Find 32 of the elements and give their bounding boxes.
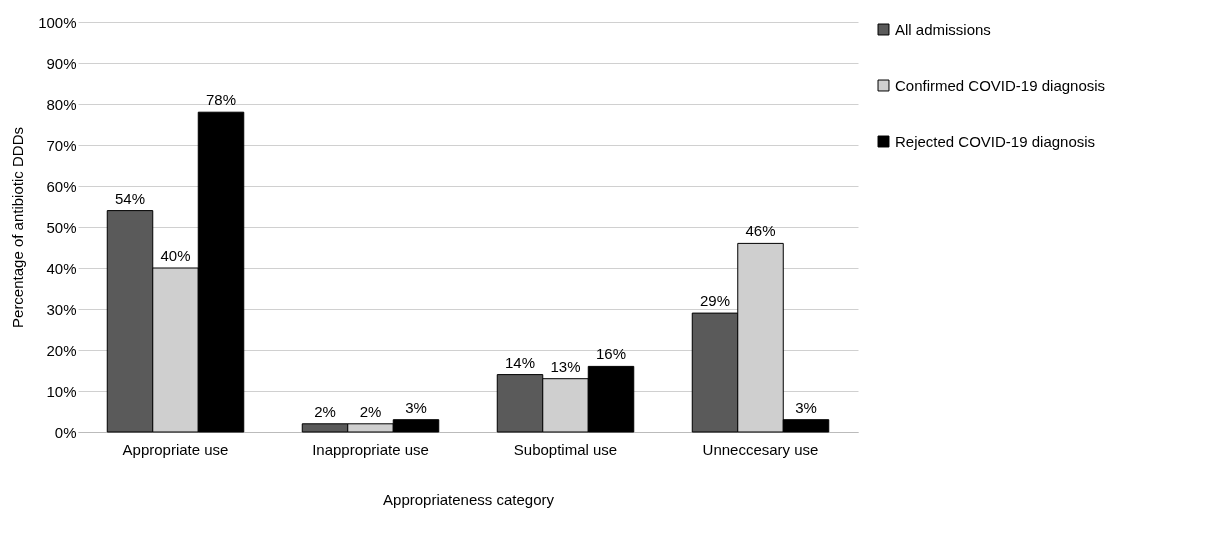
- x-axis-title: Appropriateness category: [383, 490, 555, 508]
- y-tick-label: 100%: [38, 13, 77, 31]
- data-label: 46%: [745, 222, 776, 240]
- data-label: 54%: [114, 189, 146, 207]
- data-label: 13%: [550, 357, 581, 375]
- legend-label: All admissions: [895, 20, 991, 38]
- y-axis-title: Percentage of antibiotic DDDs: [9, 127, 27, 328]
- y-tick-label: 80%: [46, 95, 77, 113]
- data-label: 2%: [314, 402, 336, 420]
- y-tick-label: 50%: [46, 218, 77, 236]
- y-tick-label: 10%: [46, 382, 77, 400]
- legend-label: Rejected COVID-19 diagnosis: [895, 132, 1096, 150]
- y-tick-label: 90%: [46, 54, 77, 72]
- y-tick-label: 70%: [46, 136, 77, 154]
- y-tick-label: 0%: [54, 423, 77, 441]
- x-tick-label: Appropriate use: [122, 440, 229, 458]
- y-tick-label: 40%: [46, 259, 77, 277]
- y-tick-label: 20%: [46, 341, 77, 359]
- data-label: 40%: [160, 247, 191, 264]
- data-label: 16%: [595, 345, 627, 363]
- legend-label: Confirmed COVID-19 diagnosis: [895, 76, 1106, 94]
- data-label: 14%: [504, 353, 536, 371]
- x-tick-label: Inappropriate use: [312, 440, 429, 458]
- data-label: 3%: [795, 398, 817, 416]
- data-label: 29%: [699, 292, 731, 310]
- y-tick-label: 60%: [46, 177, 77, 195]
- x-tick-label: Suboptimal use: [513, 440, 618, 458]
- x-tick-label: Unneccesary use: [702, 440, 819, 458]
- data-label: 3%: [405, 398, 427, 416]
- y-tick-label: 30%: [46, 300, 77, 318]
- data-label: 2%: [359, 402, 382, 420]
- data-label: 78%: [205, 91, 237, 109]
